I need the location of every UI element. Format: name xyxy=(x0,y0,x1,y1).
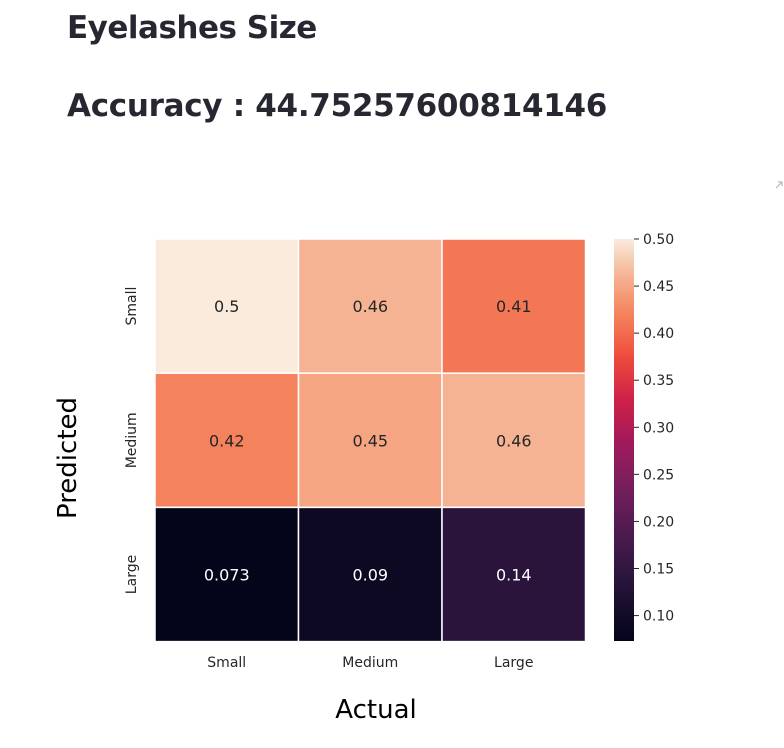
colorbar-gradient xyxy=(614,239,634,641)
cell-value-label: 0.14 xyxy=(496,566,532,585)
cell-value-label: 0.46 xyxy=(496,431,532,450)
accuracy-heading: Accuracy : 44.75257600814146 xyxy=(67,88,608,124)
x-tick-label: Large xyxy=(494,655,533,671)
heatmap-cell xyxy=(154,506,300,643)
y-axis-title: Predicted xyxy=(53,397,83,519)
colorbar-tick-label: 0.15 xyxy=(643,562,674,578)
colorbar-tick-label: 0.25 xyxy=(643,467,674,483)
heatmap-cell xyxy=(441,506,587,643)
y-tick-label: Large xyxy=(124,555,140,594)
colorbar-tick-label: 0.30 xyxy=(643,420,674,436)
fullscreen-expand-icon[interactable] xyxy=(774,180,784,190)
heatmap-cells: 0.5 0.46 0.41 0.42 0.45 0.46 0.073 0.09 0.14 xyxy=(154,238,587,643)
cell-value-label: 0.5 xyxy=(214,297,239,316)
heatmap-cell xyxy=(297,238,443,374)
heatmap-cell xyxy=(441,372,587,509)
colorbar-tick-label: 0.10 xyxy=(643,609,674,625)
heatmap-cell xyxy=(297,506,443,643)
x-tick-label: Medium xyxy=(342,655,398,671)
colorbar: 0.10 0.15 0.20 0.25 0.30 0.35 0.40 0.45 0.50 xyxy=(614,232,674,641)
colorbar-tick-label: 0.20 xyxy=(643,514,674,530)
cell-value-label: 0.073 xyxy=(204,566,250,585)
colorbar-tick-label: 0.50 xyxy=(643,232,674,248)
y-tick-label: Medium xyxy=(124,412,140,468)
x-axis-title: Actual xyxy=(335,695,416,725)
cell-value-label: 0.42 xyxy=(209,431,245,450)
y-tick-label: Small xyxy=(124,287,140,326)
cell-value-label: 0.45 xyxy=(352,431,388,450)
y-tick-labels: Small Medium Large xyxy=(124,287,140,595)
x-tick-label: Small xyxy=(207,655,246,671)
cell-value-label: 0.41 xyxy=(496,297,532,316)
heatmap-cell xyxy=(441,238,587,374)
cell-value-label: 0.46 xyxy=(352,297,388,316)
page-title: Eyelashes Size xyxy=(67,10,317,46)
colorbar-tick-label: 0.35 xyxy=(643,373,674,389)
x-tick-labels: Small Medium Large xyxy=(207,655,533,671)
colorbar-tick-label: 0.45 xyxy=(643,279,674,295)
colorbar-tick-label: 0.40 xyxy=(643,326,674,342)
cell-value-label: 0.09 xyxy=(352,566,388,585)
heatmap-cell xyxy=(154,238,300,374)
